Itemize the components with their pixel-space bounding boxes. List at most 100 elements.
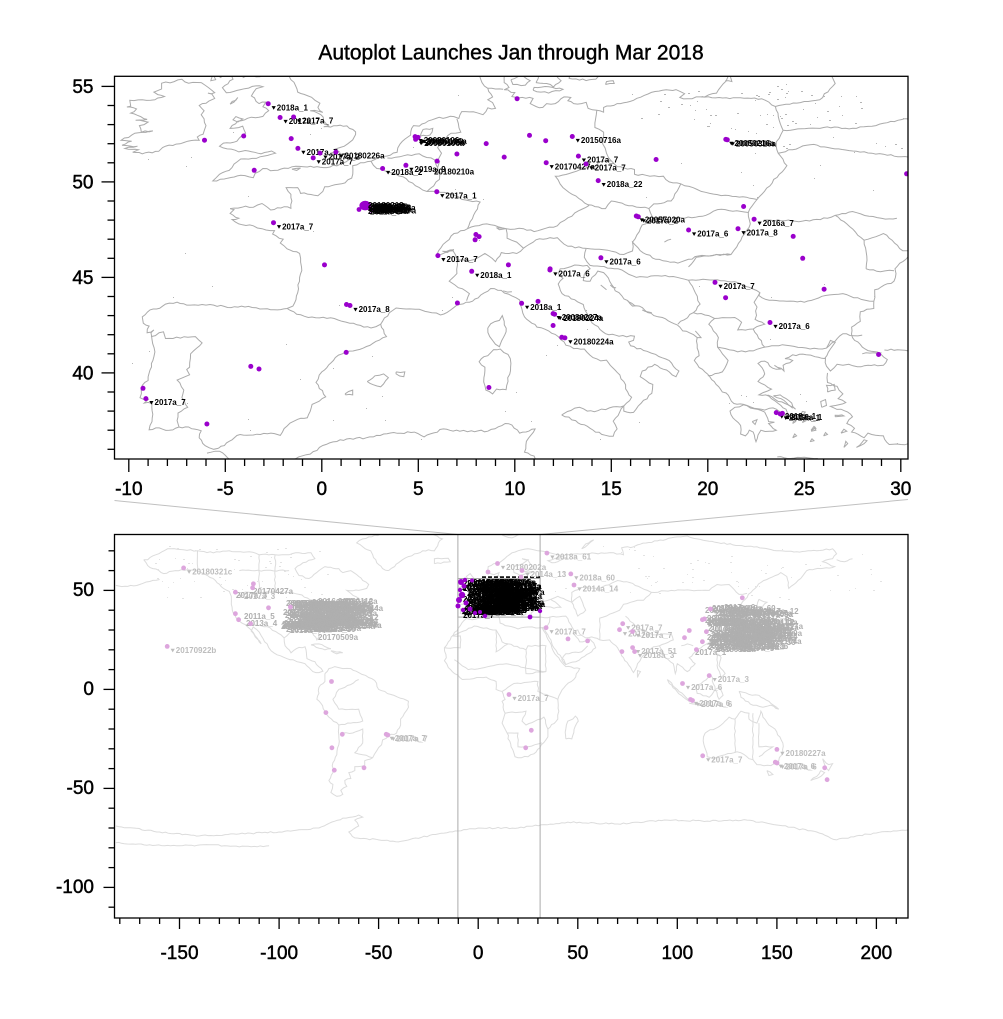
svg-text:2017a_7: 2017a_7	[395, 734, 427, 743]
svg-text:50: 50	[73, 580, 94, 601]
svg-text:2018a_60: 2018a_60	[284, 619, 320, 628]
svg-text:2011a_5: 2011a_5	[341, 617, 372, 626]
svg-text:20180321c: 20180321c	[192, 568, 233, 577]
svg-text:2017a_5: 2017a_5	[467, 589, 499, 598]
svg-text:2018a_60: 2018a_60	[711, 631, 747, 640]
svg-text:20180112a: 20180112a	[310, 600, 350, 609]
svg-text:20161107a: 20161107a	[289, 613, 329, 622]
svg-text:50: 50	[72, 172, 93, 193]
svg-text:20121104a: 20121104a	[501, 582, 541, 591]
svg-text:2017a_12: 2017a_12	[484, 605, 520, 614]
svg-text:2016a_30: 2016a_30	[286, 620, 322, 629]
svg-text:20171219a: 20171219a	[494, 589, 535, 598]
svg-text:20170509a: 20170509a	[368, 207, 409, 216]
svg-text:20170427a: 20170427a	[305, 615, 346, 624]
svg-text:2018a_1: 2018a_1	[720, 604, 752, 613]
svg-text:20121104a: 20121104a	[750, 623, 790, 632]
svg-text:2017a_7: 2017a_7	[631, 623, 663, 632]
svg-text:20121104a: 20121104a	[707, 617, 747, 626]
svg-text:20140214a: 20140214a	[343, 604, 384, 613]
svg-text:20170427a: 20170427a	[333, 605, 374, 614]
svg-text:2017a_5: 2017a_5	[743, 644, 775, 653]
svg-text:2017a_7: 2017a_7	[374, 203, 406, 212]
svg-text:20171219a: 20171219a	[756, 634, 797, 643]
svg-text:20170427a: 20170427a	[739, 633, 780, 642]
svg-text:2017a_6: 2017a_6	[740, 637, 772, 646]
svg-text:20: 20	[697, 479, 718, 500]
svg-text:2013a_44: 2013a_44	[285, 611, 321, 620]
svg-text:20171219a: 20171219a	[719, 608, 760, 617]
svg-text:20180112a: 20180112a	[307, 619, 347, 628]
svg-text:20170206a: 20170206a	[496, 578, 537, 587]
svg-text:20161107a: 20161107a	[752, 628, 792, 637]
svg-text:2016a_30: 2016a_30	[705, 606, 741, 615]
svg-text:0: 0	[83, 679, 94, 700]
svg-text:2018a_60: 2018a_60	[462, 583, 498, 592]
svg-text:2011a_5: 2011a_5	[761, 617, 792, 626]
svg-text:2017a_7: 2017a_7	[306, 603, 338, 612]
svg-text:2018a_1: 2018a_1	[714, 629, 746, 638]
svg-text:2017a_12: 2017a_12	[491, 606, 527, 615]
svg-text:2011a_5: 2011a_5	[721, 631, 752, 640]
svg-text:20180112a: 20180112a	[495, 594, 535, 603]
svg-text:2017a_6: 2017a_6	[779, 322, 811, 331]
svg-text:20140214a: 20140214a	[295, 610, 336, 619]
svg-text:20161107a: 20161107a	[736, 629, 776, 638]
svg-text:2017a_5: 2017a_5	[723, 619, 755, 628]
svg-text:2017a_7: 2017a_7	[341, 614, 373, 623]
svg-text:2017a_1: 2017a_1	[319, 607, 351, 616]
svg-text:2018a_60: 2018a_60	[740, 604, 776, 613]
svg-text:20180224a: 20180224a	[574, 338, 615, 347]
svg-text:2017a_7: 2017a_7	[302, 117, 334, 126]
svg-text:2017a_6: 2017a_6	[724, 603, 756, 612]
svg-text:20140214a: 20140214a	[489, 599, 530, 608]
svg-text:2017a_6: 2017a_6	[732, 625, 764, 634]
svg-text:2017a_7: 2017a_7	[757, 626, 789, 635]
svg-text:2011a_5: 2011a_5	[503, 597, 534, 606]
svg-text:2018a_2: 2018a_2	[741, 620, 773, 629]
svg-text:-100: -100	[260, 943, 298, 964]
svg-text:-50: -50	[67, 778, 94, 799]
svg-text:2017a_5: 2017a_5	[495, 606, 527, 615]
svg-text:20180213a: 20180213a	[309, 617, 350, 626]
svg-text:20161107a: 20161107a	[730, 617, 770, 626]
svg-text:2018a_2: 2018a_2	[742, 625, 774, 634]
svg-text:2018a_1: 2018a_1	[710, 639, 742, 648]
svg-text:20170427a: 20170427a	[731, 623, 772, 632]
svg-text:2017a_7: 2017a_7	[322, 158, 354, 167]
svg-text:2013a_44: 2013a_44	[495, 591, 531, 600]
svg-text:2017a_1: 2017a_1	[332, 613, 364, 622]
svg-text:2018a_1: 2018a_1	[752, 630, 784, 639]
svg-text:20170427a: 20170427a	[498, 587, 539, 596]
svg-text:20171219a: 20171219a	[728, 606, 769, 615]
svg-text:20121104a: 20121104a	[290, 603, 330, 612]
svg-text:2016a_30: 2016a_30	[290, 611, 326, 620]
svg-text:2018a_60: 2018a_60	[469, 593, 505, 602]
svg-text:2016a_30: 2016a_30	[320, 625, 356, 634]
svg-text:2016a_30: 2016a_30	[498, 588, 534, 597]
svg-text:2017a_12: 2017a_12	[483, 593, 519, 602]
svg-text:20161107a: 20161107a	[371, 204, 411, 213]
svg-text:20161107a: 20161107a	[476, 579, 516, 588]
svg-text:-5: -5	[217, 479, 234, 500]
svg-text:20180112a: 20180112a	[305, 617, 345, 626]
svg-text:2017a_12: 2017a_12	[314, 624, 350, 633]
svg-text:2017a_6: 2017a_6	[469, 591, 501, 600]
svg-text:20170509a: 20170509a	[310, 617, 351, 626]
svg-text:2018a_60: 2018a_60	[484, 580, 520, 589]
svg-text:2017a_1: 2017a_1	[477, 601, 509, 610]
svg-text:20121104a: 20121104a	[342, 621, 382, 630]
svg-text:20121104a: 20121104a	[718, 609, 758, 618]
svg-text:2017a_5: 2017a_5	[713, 618, 745, 627]
svg-text:20080106a: 20080106a	[424, 136, 465, 145]
svg-text:2017a_5: 2017a_5	[486, 593, 518, 602]
svg-text:20161107a: 20161107a	[480, 599, 520, 608]
svg-text:2018a_60: 2018a_60	[579, 574, 615, 583]
svg-text:2017a_7: 2017a_7	[316, 600, 348, 609]
svg-text:20180112a: 20180112a	[338, 597, 378, 606]
svg-text:20121104a: 20121104a	[745, 626, 785, 635]
svg-text:20171219a: 20171219a	[294, 603, 335, 612]
svg-text:2018a_1: 2018a_1	[480, 271, 512, 280]
svg-text:2013a_44: 2013a_44	[310, 606, 346, 615]
svg-text:2011a_5: 2011a_5	[370, 207, 401, 216]
